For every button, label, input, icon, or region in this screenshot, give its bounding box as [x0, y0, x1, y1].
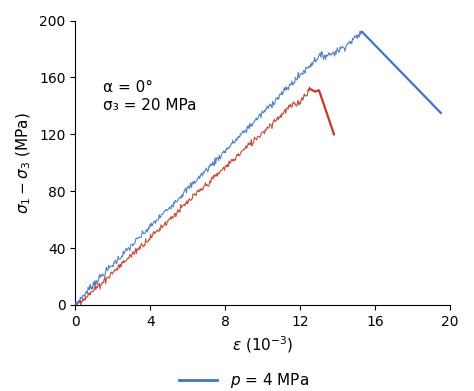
Y-axis label: $\sigma_1-\sigma_3$ (MPa): $\sigma_1-\sigma_3$ (MPa)	[15, 112, 33, 213]
Text: α = 0°
σ₃ = 20 MPa: α = 0° σ₃ = 20 MPa	[103, 80, 197, 113]
X-axis label: $\varepsilon\ (10^{-3})$: $\varepsilon\ (10^{-3})$	[232, 334, 293, 355]
Legend: $p$ = 4 MPa, $p$ = 8 MPa: $p$ = 4 MPa, $p$ = 8 MPa	[172, 364, 316, 391]
